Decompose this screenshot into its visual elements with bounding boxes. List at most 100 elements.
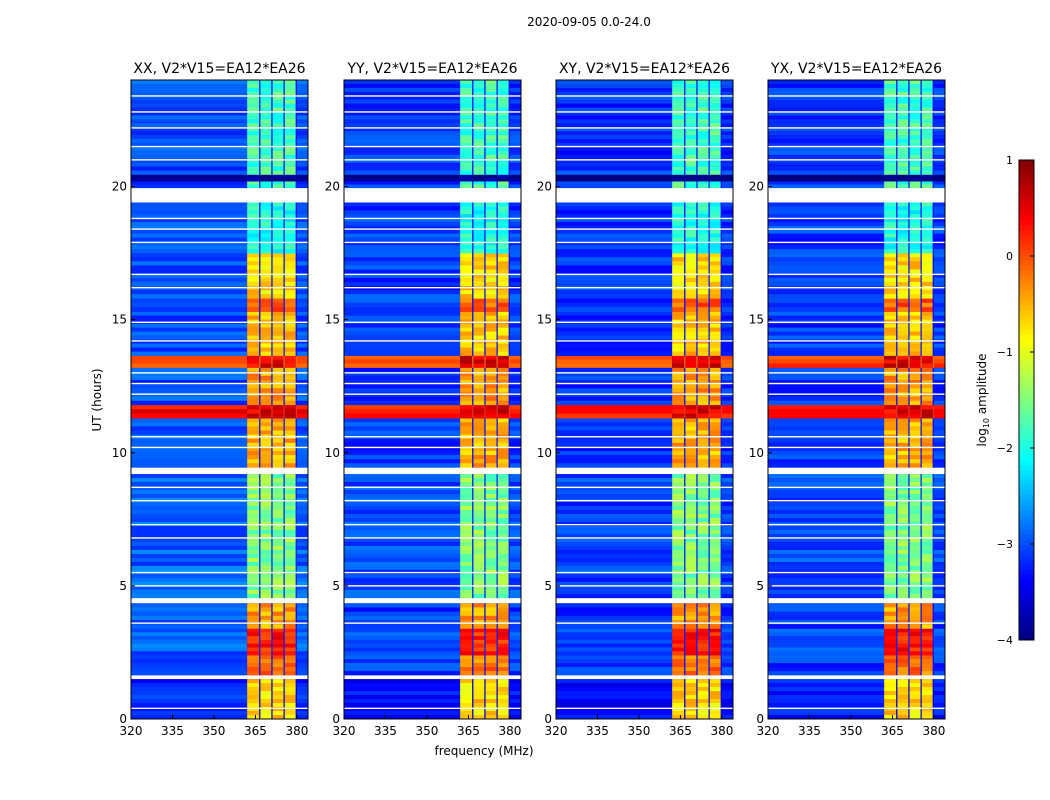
heatmap-cell: [485, 655, 497, 660]
heatmap-cell: [672, 651, 685, 656]
heatmap-cell: [496, 146, 498, 152]
heatmap-cell: [272, 517, 284, 523]
heatmap-cell: [284, 107, 296, 112]
heatmap-cell: [272, 123, 284, 128]
heatmap-cell: [556, 636, 673, 641]
heatmap-cell: [509, 691, 521, 696]
heatmap-cell: [272, 537, 284, 543]
heatmap-cell: [295, 557, 297, 563]
heatmap-cell: [508, 463, 510, 468]
heatmap-cell: [131, 482, 248, 487]
heatmap-cell: [672, 607, 685, 612]
heatmap-cell: [508, 281, 510, 287]
heatmap-cell: [496, 632, 498, 637]
heatmap-cell: [344, 388, 461, 393]
heatmap-cell: [283, 413, 285, 419]
heatmap-cell: [484, 490, 486, 495]
heatmap-cell: [509, 695, 521, 700]
heatmap-cell: [296, 525, 308, 531]
heatmap-cell: [296, 206, 308, 211]
heatmap-cell: [497, 478, 509, 483]
heatmap-cell: [484, 659, 486, 664]
heatmap-cell: [496, 367, 498, 372]
heatmap-cell: [672, 446, 685, 452]
heatmap-cell: [509, 628, 521, 633]
heatmap-cell: [720, 541, 722, 547]
heatmap-cell: [473, 127, 485, 132]
heatmap-cell: [556, 687, 673, 692]
heatmap-cell: [485, 430, 497, 435]
heatmap-cell: [720, 253, 722, 258]
heatmap-cell: [709, 607, 721, 612]
heatmap-cell: [508, 557, 510, 563]
heatmap-cell: [472, 513, 474, 519]
heatmap-cell: [768, 611, 885, 617]
heatmap-cell: [497, 517, 509, 523]
heatmap-cell: [685, 294, 697, 299]
heatmap-cell: [272, 115, 284, 120]
heatmap-cell: [259, 327, 261, 332]
heatmap-cell: [497, 691, 509, 696]
heatmap-cell: [271, 225, 273, 231]
heatmap-cell: [509, 143, 521, 148]
heatmap-cell: [696, 311, 698, 316]
heatmap-cell: [721, 478, 733, 483]
heatmap-cell: [260, 174, 272, 179]
heatmap-cell: [484, 261, 486, 266]
heatmap-cell: [672, 379, 685, 385]
heatmap-cell: [460, 95, 473, 100]
heatmap-cell: [720, 302, 722, 308]
heatmap-cell: [708, 699, 710, 704]
heatmap-cell: [460, 127, 473, 132]
heatmap-cell: [496, 502, 498, 507]
y-tick-label: 20: [112, 180, 127, 194]
heatmap-cell: [909, 603, 921, 608]
heatmap-cell: [284, 237, 296, 242]
heatmap-cell: [884, 611, 897, 617]
heatmap-cell: [484, 269, 486, 274]
heatmap-cell: [260, 343, 272, 348]
heatmap-cell: [708, 384, 710, 389]
heatmap-cell: [709, 703, 721, 708]
heatmap-cell: [897, 699, 909, 704]
heatmap-cell: [508, 541, 510, 547]
heatmap-cell: [260, 442, 272, 448]
heatmap-cell: [283, 249, 285, 254]
heatmap-cell: [283, 525, 285, 531]
heatmap-cell: [484, 615, 486, 621]
heatmap-cell: [909, 615, 921, 621]
heatmap-cell: [721, 486, 733, 491]
heatmap-cell: [259, 135, 261, 140]
heatmap-cell: [509, 655, 521, 660]
heatmap-cell: [484, 502, 486, 507]
heatmap-cell: [460, 589, 473, 595]
heatmap-cell: [696, 158, 698, 164]
heatmap-cell: [497, 281, 509, 287]
heatmap-cell: [697, 367, 709, 372]
heatmap-cell: [496, 607, 498, 612]
heatmap-cell: [509, 99, 521, 104]
heatmap-cell: [556, 573, 673, 579]
heatmap-cell: [485, 384, 497, 389]
heatmap-cell: [473, 225, 485, 231]
heatmap-cell: [472, 375, 474, 381]
heatmap-cell: [709, 214, 721, 219]
heatmap-cell: [284, 667, 296, 672]
heatmap-cell: [696, 553, 698, 559]
heatmap-cell: [685, 249, 697, 254]
heatmap-cell: [131, 111, 248, 116]
flagged-line: [556, 537, 733, 539]
heatmap-cell: [908, 651, 910, 656]
heatmap-cell: [259, 581, 261, 587]
heatmap-cell: [259, 541, 261, 547]
heatmap-cell: [497, 261, 509, 266]
flagged-line: [131, 446, 308, 449]
heatmap-cell: [472, 355, 474, 360]
heatmap-cell: [260, 375, 272, 381]
heatmap-cell: [909, 655, 921, 660]
heatmap-cell: [685, 253, 697, 258]
heatmap-cell: [672, 253, 685, 258]
heatmap-cell: [485, 565, 497, 571]
heatmap-cell: [696, 513, 698, 519]
heatmap-cell: [721, 107, 733, 112]
